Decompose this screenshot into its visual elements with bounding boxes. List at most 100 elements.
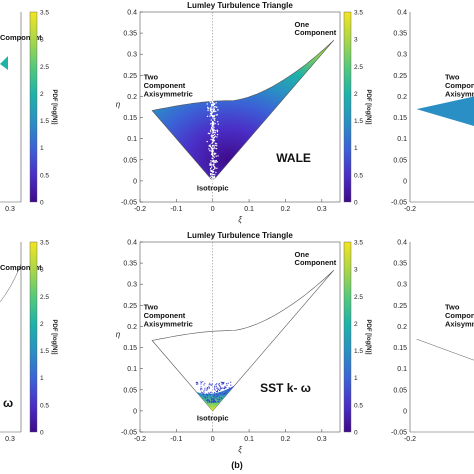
scatter-point <box>208 148 210 150</box>
colorbar-tick-label: 0 <box>40 430 44 437</box>
scatter-point <box>215 159 217 162</box>
x-tick-label: 0.3 <box>317 436 327 443</box>
scatter-point <box>210 147 212 149</box>
scatter-point <box>207 132 210 134</box>
scatter-point <box>214 119 216 122</box>
scatter-point <box>200 387 202 389</box>
y-tick-label: 0.05 <box>123 387 137 394</box>
scatter-point <box>204 389 206 391</box>
y-tick-label: 0.25 <box>393 303 407 310</box>
panel-bottom-right: -0.05 0 0.05 0.1 0.15 0.2 0.25 0.3 0.35 0.4 -0.2 Tw… <box>391 240 474 443</box>
scatter-point <box>206 389 208 391</box>
x-tick-label: 0.1 <box>244 436 254 443</box>
scatter-point <box>212 110 214 113</box>
scatter-point <box>214 122 216 125</box>
y-tick-label: 0.1 <box>127 366 137 373</box>
scatter-point <box>213 118 215 120</box>
x-axis-label: ξ <box>238 445 242 454</box>
scatter-point <box>214 135 216 137</box>
scatter-point <box>212 176 214 178</box>
scatter-point <box>224 386 226 388</box>
y-tick-label: -0.05 <box>121 430 137 437</box>
scatter-point <box>213 165 215 167</box>
scatter-point <box>211 154 214 157</box>
y-tick-label: -0.05 <box>121 200 137 207</box>
y-tick-label: 0.25 <box>123 303 137 310</box>
scatter-point <box>210 175 213 177</box>
annotation-component: Component <box>445 81 474 90</box>
y-tick-label: 0.3 <box>397 52 407 59</box>
scatter-point <box>214 103 216 105</box>
annotation-axisymmetric: Axisymme <box>445 319 474 328</box>
scatter-point <box>211 103 214 106</box>
scatter-point <box>221 383 223 385</box>
scatter-point <box>221 397 223 399</box>
x-tick-label: 0 <box>211 206 215 213</box>
scatter-point <box>216 130 219 132</box>
scatter-point <box>212 161 215 163</box>
y-tick-label: 0.2 <box>127 94 137 101</box>
chart-title: Lumley Turbulence Triangle <box>187 1 293 10</box>
scatter-point <box>196 383 198 385</box>
scatter-point <box>210 162 212 164</box>
y-tick-label: -0.05 <box>391 200 407 207</box>
colorbar-tick-label: 0.5 <box>354 172 363 179</box>
scatter-point <box>203 384 205 386</box>
annotation-component: Component <box>0 263 42 272</box>
scatter-point <box>204 382 206 384</box>
scatter-point <box>215 171 217 174</box>
scatter-point <box>210 131 212 133</box>
y-tick-label: 0.1 <box>397 366 407 373</box>
panel-top-right: -0.05 0 0.05 0.1 0.15 0.2 0.25 0.3 0.35 0.4 -0.2 Tw… <box>391 10 474 213</box>
scatter-point <box>218 388 220 390</box>
colorbar-tick-label: 1 <box>40 145 44 152</box>
annotation-axisymmetric: Axisymme <box>445 89 474 98</box>
scatter-point <box>214 153 216 156</box>
y-tick-label: 0 <box>403 408 407 415</box>
scatter-point <box>205 399 208 401</box>
panel-top-left: 0.3 Component 0 0.5 1 1.5 2 2.5 3 3.5 PDF [log(N)] <box>0 10 57 213</box>
scatter-point <box>210 123 212 125</box>
scatter-point <box>219 386 221 388</box>
y-tick-label: 0.2 <box>127 324 137 331</box>
scatter-point <box>211 179 213 181</box>
scatter-point <box>214 386 216 388</box>
colorbar-tick-label: 2 <box>354 321 358 328</box>
y-tick-label: 0 <box>403 178 407 185</box>
scatter-point <box>216 387 218 389</box>
colorbar-tick-label: 0.5 <box>40 172 49 179</box>
scatter-point <box>230 381 232 383</box>
scatter-point <box>206 399 209 401</box>
scatter-point <box>206 115 209 118</box>
scatter-point <box>211 383 213 385</box>
scatter-point <box>209 384 211 386</box>
scatter-point <box>211 127 213 130</box>
scatter-point <box>208 386 210 388</box>
scatter-point <box>228 387 230 389</box>
x-tick-label: -0.1 <box>170 206 182 213</box>
colorbar-tick-label: 0.5 <box>40 402 49 409</box>
scatter-point <box>220 381 222 383</box>
x-tick-label: -0.1 <box>170 436 182 443</box>
scatter-point <box>207 392 209 394</box>
scatter-point <box>225 387 227 389</box>
scatter-point <box>222 383 224 385</box>
colorbar <box>29 241 38 433</box>
scatter-point <box>210 392 212 394</box>
colorbar-tick-label: 1.5 <box>354 118 363 125</box>
scatter-point <box>219 388 222 390</box>
scatter-point <box>217 155 219 157</box>
scatter-point <box>214 142 217 144</box>
scatter-point <box>207 106 209 109</box>
scatter-point <box>212 179 215 181</box>
scatter-point <box>215 396 217 398</box>
scatter-point <box>212 177 214 179</box>
x-tick-label: 0.3 <box>5 436 15 443</box>
scatter-point <box>210 160 212 162</box>
y-tick-label: 0.05 <box>393 387 407 394</box>
scatter-point <box>213 136 216 139</box>
x-tick-label: 0 <box>211 436 215 443</box>
scatter-point <box>216 383 218 385</box>
scatter-point <box>219 389 221 392</box>
scatter-point <box>214 132 216 134</box>
